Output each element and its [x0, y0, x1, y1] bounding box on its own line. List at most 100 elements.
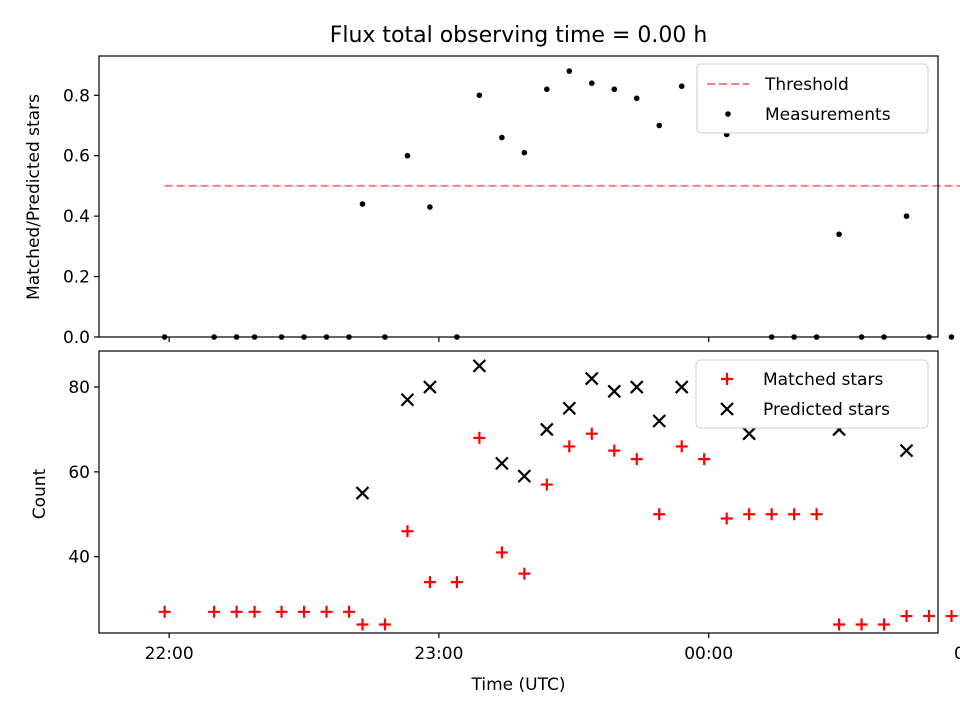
- y-tick-label: 0.0: [63, 328, 90, 348]
- measurements-legend-label: Measurements: [765, 105, 891, 125]
- matched-star-point: [298, 605, 311, 618]
- matched-star-point: [585, 427, 598, 440]
- matched-star-point: [608, 444, 621, 457]
- matched-star-point: [698, 453, 711, 466]
- predicted-star-point: [585, 371, 599, 386]
- threshold-legend-label: Threshold: [764, 75, 849, 95]
- count-plot-area: [158, 359, 958, 631]
- predicted-star-point: [540, 422, 554, 437]
- count-ylabel: Count: [30, 468, 50, 519]
- predicted-legend-swatch: [720, 402, 734, 416]
- matched-star-point: [230, 605, 243, 618]
- matched-star-point: [275, 605, 288, 618]
- matched-star-point: [743, 508, 756, 521]
- predicted-star-point: [742, 426, 756, 441]
- measurement-point: [499, 134, 505, 141]
- measurement-point: [633, 95, 640, 102]
- chart-title: Flux total observing time = 0.00 h: [330, 23, 708, 48]
- matched-star-point: [900, 610, 913, 623]
- measurements-legend-swatch: [725, 111, 731, 117]
- y-tick-label: 0.2: [63, 268, 90, 288]
- y-tick-label: 0.4: [63, 207, 90, 227]
- predicted-star-point: [423, 380, 437, 394]
- y-tick-label: 60: [68, 463, 90, 483]
- count-axes-frame: [98, 350, 939, 634]
- matched-legend-label: Matched stars: [763, 370, 883, 390]
- matched-star-point: [473, 431, 486, 444]
- ratio-legend: Threshold Measurements: [696, 63, 929, 134]
- y-tick-label: 80: [68, 378, 90, 398]
- ratio-yaxis: 0.0 0.2 0.4 0.6 0.8: [63, 86, 99, 348]
- x-tick-label: 01:00: [954, 644, 960, 664]
- matched-star-point: [720, 512, 733, 525]
- predicted-star-point: [355, 486, 370, 500]
- measurement-point: [544, 86, 550, 93]
- y-tick-label: 40: [68, 548, 90, 568]
- measurement-point: [404, 152, 411, 159]
- ratio-legend-box: [696, 63, 929, 134]
- matched-star-point: [401, 525, 414, 538]
- x-tick-label: 00:00: [684, 644, 733, 664]
- matched-star-point: [675, 440, 688, 453]
- predicted-star-point: [562, 401, 577, 416]
- matched-star-point: [495, 546, 508, 559]
- matched-star-point: [563, 440, 576, 453]
- x-tick-label: 22:00: [145, 644, 194, 664]
- matched-star-point: [878, 618, 891, 631]
- y-tick-label: 0.6: [63, 147, 90, 167]
- predicted-star-point: [495, 456, 509, 471]
- matched-legend-swatch: [721, 373, 733, 385]
- count-yaxis: 40 60 80: [68, 378, 99, 568]
- predicted-star-point: [674, 380, 689, 394]
- ratio-panel: Matched/Predicted stars 0.00.20.40.60.8 …: [24, 55, 960, 348]
- matched-star-point: [158, 605, 171, 618]
- matched-star-point: [356, 618, 369, 631]
- measurement-point: [948, 334, 955, 340]
- matched-star-point: [653, 508, 666, 521]
- matched-star-point: [378, 618, 391, 631]
- ratio-xaxis: [168, 337, 710, 342]
- ratio-ylabel: Matched/Predicted stars: [24, 94, 44, 300]
- x-tick-label: 23:00: [414, 644, 463, 664]
- predicted-star-point: [652, 414, 667, 428]
- predicted-star-point: [607, 384, 622, 399]
- matched-star-point: [342, 605, 355, 618]
- matched-star-point: [208, 605, 221, 618]
- matched-star-point: [833, 618, 846, 631]
- predicted-legend-label: Predicted stars: [763, 400, 890, 420]
- matched-star-point: [765, 508, 778, 521]
- measurement-point: [656, 122, 663, 129]
- measurement-point: [903, 213, 910, 219]
- measurement-point: [678, 83, 685, 90]
- predicted-star-point: [517, 469, 532, 483]
- matched-star-point: [540, 478, 553, 491]
- measurement-point: [611, 86, 618, 93]
- matched-star-point: [788, 508, 801, 521]
- matched-star-point: [923, 610, 936, 623]
- count-legend: Matched stars Predicted stars: [695, 359, 929, 429]
- x-axis-label: Time (UTC): [471, 675, 566, 695]
- matched-star-point: [518, 567, 531, 580]
- measurement-point: [427, 204, 433, 210]
- predicted-star-point: [629, 380, 644, 394]
- matched-star-point: [450, 576, 463, 589]
- count-legend-box: [695, 359, 929, 429]
- predicted-star-point: [472, 359, 487, 373]
- measurement-point: [521, 149, 528, 156]
- matched-star-point: [945, 610, 958, 623]
- matched-star-point: [423, 576, 436, 589]
- measurement-point: [588, 80, 595, 86]
- measurement-point: [476, 92, 483, 99]
- matched-star-point: [248, 605, 261, 618]
- measurement-point: [566, 68, 573, 74]
- measurement-point: [836, 231, 842, 238]
- predicted-star-point: [400, 392, 415, 407]
- matched-star-point: [630, 453, 643, 466]
- predicted-star-point: [899, 443, 914, 458]
- ratio-axes-frame: [98, 55, 939, 338]
- matched-star-point: [810, 508, 823, 521]
- matched-star-point: [855, 618, 868, 631]
